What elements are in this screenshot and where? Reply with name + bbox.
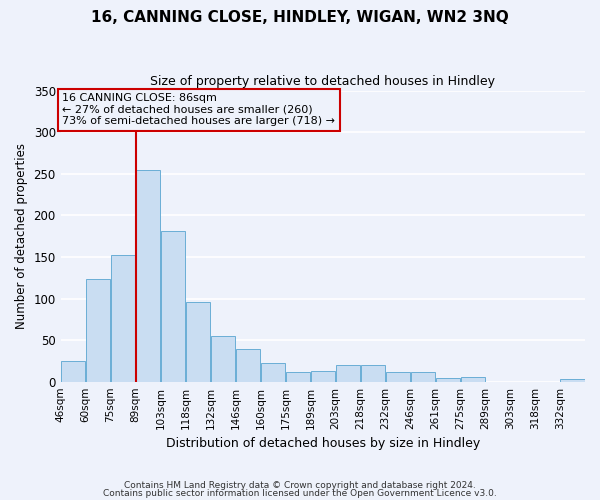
Y-axis label: Number of detached properties: Number of detached properties <box>15 143 28 329</box>
Bar <box>211 336 235 382</box>
Bar <box>86 278 110 382</box>
Bar <box>361 365 385 382</box>
Bar <box>336 365 360 382</box>
Bar <box>186 302 210 382</box>
Bar <box>61 361 85 382</box>
Bar <box>161 231 185 382</box>
Text: 16 CANNING CLOSE: 86sqm
← 27% of detached houses are smaller (260)
73% of semi-d: 16 CANNING CLOSE: 86sqm ← 27% of detache… <box>62 93 335 126</box>
Bar <box>136 170 160 382</box>
Bar <box>286 372 310 382</box>
Title: Size of property relative to detached houses in Hindley: Size of property relative to detached ho… <box>151 75 496 88</box>
Bar <box>261 364 285 382</box>
Bar <box>436 378 460 382</box>
Bar <box>410 372 435 382</box>
Bar <box>560 379 584 382</box>
Bar <box>236 349 260 382</box>
Text: Contains HM Land Registry data © Crown copyright and database right 2024.: Contains HM Land Registry data © Crown c… <box>124 481 476 490</box>
Text: Contains public sector information licensed under the Open Government Licence v3: Contains public sector information licen… <box>103 488 497 498</box>
Bar <box>386 372 410 382</box>
Bar <box>461 376 485 382</box>
X-axis label: Distribution of detached houses by size in Hindley: Distribution of detached houses by size … <box>166 437 480 450</box>
Bar <box>111 255 135 382</box>
Text: 16, CANNING CLOSE, HINDLEY, WIGAN, WN2 3NQ: 16, CANNING CLOSE, HINDLEY, WIGAN, WN2 3… <box>91 10 509 25</box>
Bar <box>311 371 335 382</box>
